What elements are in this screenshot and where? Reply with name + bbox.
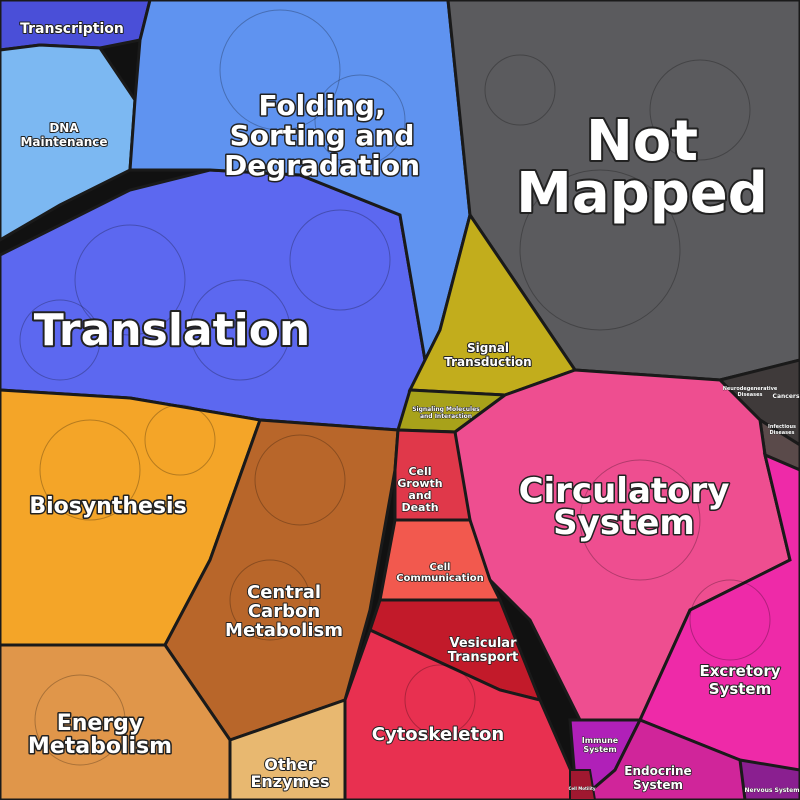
label-translation: Translation <box>34 305 311 356</box>
label-energy-1: Energy <box>57 711 144 736</box>
label-transcription: Transcription <box>20 21 124 37</box>
label-circulatory-1: Circulatory <box>519 471 730 511</box>
label-cancers: Cancers <box>773 393 800 400</box>
label-signaling-molecules-1: Signaling Molecules <box>412 406 480 413</box>
label-folding-3: Degradation <box>224 149 420 182</box>
label-immune-1: Immune <box>582 736 619 745</box>
label-central-carbon-1: Central <box>247 582 321 603</box>
label-not-mapped-1: Not <box>586 109 698 174</box>
label-infectious-2: Diseases <box>770 430 795 436</box>
label-energy-2: Metabolism <box>28 734 172 759</box>
label-cell-motility: Cell Motility <box>568 786 595 791</box>
label-cytoskeleton: Cytoskeleton <box>372 724 505 745</box>
label-signal-transduction-1: Signal <box>467 341 509 355</box>
label-excretory-1: Excretory <box>699 662 780 680</box>
label-biosynthesis: Biosynthesis <box>29 494 186 519</box>
label-central-carbon-2: Carbon <box>248 601 320 622</box>
label-cell-growth-3: and <box>408 489 431 502</box>
label-signal-transduction-2: Transduction <box>444 355 531 369</box>
label-cell-growth-2: Growth <box>397 477 442 490</box>
label-other-enzymes-1: Other <box>264 755 315 774</box>
label-signaling-molecules-2: and Interaction <box>420 413 472 420</box>
label-dna-maintenance-2: Maintenance <box>20 135 107 149</box>
label-folding-2: Sorting and <box>230 119 415 152</box>
label-vesicular-2: Transport <box>448 650 518 665</box>
region-endocrine[interactable] <box>577 718 762 800</box>
region-other-enzymes[interactable] <box>228 697 347 800</box>
label-circulatory-2: System <box>553 503 695 543</box>
region-nervous[interactable] <box>738 758 800 800</box>
label-excretory-2: System <box>709 680 771 698</box>
label-central-carbon-3: Metabolism <box>225 620 343 641</box>
label-cell-growth-1: Cell <box>408 465 431 478</box>
subcell-texture <box>19 9 771 766</box>
label-dna-maintenance-1: DNA <box>49 121 79 135</box>
region-cell-communication[interactable] <box>378 518 503 602</box>
label-neurodegenerative-1: Neurodegenerative <box>723 386 778 392</box>
label-neurodegenerative-2: Diseases <box>738 392 763 398</box>
label-not-mapped-2: Mapped <box>516 161 768 226</box>
region-cell-motility[interactable] <box>569 769 597 800</box>
label-other-enzymes-2: Enzymes <box>250 772 329 791</box>
label-cell-communication-2: Communication <box>396 573 484 584</box>
label-infectious-1: Infectious <box>768 424 796 430</box>
label-vesicular-1: Vesicular <box>450 636 518 651</box>
label-immune-2: System <box>583 745 616 754</box>
label-folding-1: Folding, <box>258 89 385 122</box>
label-endocrine-2: System <box>633 778 683 792</box>
label-cell-communication-1: Cell <box>430 562 451 573</box>
label-cell-growth-4: Death <box>401 501 438 514</box>
label-nervous: Nervous System <box>744 787 799 794</box>
label-endocrine-1: Endocrine <box>624 764 691 778</box>
